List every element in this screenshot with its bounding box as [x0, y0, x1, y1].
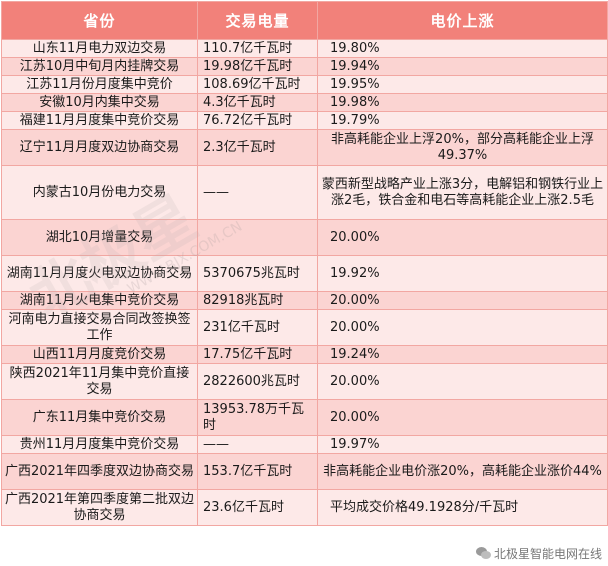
header-volume: 交易电量 [197, 1, 318, 40]
price-rise-cell: 20.00% [317, 291, 608, 310]
price-rise-cell: 19.80% [317, 39, 608, 58]
table-row: 湖南11月火电集中竞价交易 82918兆瓦时 20.00% [1, 291, 608, 310]
price-rise-cell: 蒙西新型战略产业上涨3分，电解铝和钢铁行业上涨2毛，铁合金和电石等高耗能企业上涨… [317, 165, 608, 220]
province-cell: 广东11月集中竞价交易 [1, 399, 198, 436]
table-row: 安徽10月内集中交易 4.3亿千瓦时 19.98% [1, 93, 608, 112]
price-rise-cell: 20.00% [317, 399, 608, 436]
table-header-row: 省份 交易电量 电价上涨 [1, 1, 608, 40]
volume-cell: 76.72亿千瓦时 [197, 111, 318, 130]
header-price-rise: 电价上涨 [317, 1, 608, 40]
province-cell: 内蒙古10月份电力交易 [1, 165, 198, 220]
price-rise-cell: 19.97% [317, 435, 608, 454]
volume-cell: 23.6亿千瓦时 [197, 489, 318, 526]
province-cell: 辽宁11月月度双边协商交易 [1, 129, 198, 166]
volume-cell: —— [197, 165, 318, 220]
volume-cell: 4.3亿千瓦时 [197, 93, 318, 112]
table-row: 江苏11月份月度集中竞价 108.69亿千瓦时 19.95% [1, 75, 608, 94]
province-cell: 江苏10月中旬月内挂牌交易 [1, 57, 198, 76]
province-cell: 湖北10月增量交易 [1, 219, 198, 256]
province-cell: 山东11月电力双边交易 [1, 39, 198, 58]
volume-cell: 2822600兆瓦时 [197, 363, 318, 400]
price-rise-cell: 20.00% [317, 219, 608, 256]
province-cell: 广西2021年第四季度第二批双边协商交易 [1, 489, 198, 526]
table-row: 广西2021年第四季度第二批双边协商交易 23.6亿千瓦时 平均成交价格49.192… [1, 489, 608, 526]
volume-cell: 108.69亿千瓦时 [197, 75, 318, 94]
price-rise-cell: 19.98% [317, 93, 608, 112]
table-row: 山东11月电力双边交易 110.7亿千瓦时 19.80% [1, 39, 608, 58]
price-rise-cell: 20.00% [317, 363, 608, 400]
table-row: 山西11月月度竞价交易 17.75亿千瓦时 19.24% [1, 345, 608, 364]
price-rise-cell: 非高耗能企业上浮20%，部分高耗能企业上浮49.37% [317, 129, 608, 166]
volume-cell: 231亿千瓦时 [197, 309, 318, 346]
price-rise-cell: 19.95% [317, 75, 608, 94]
source-label: 北极星智能电网在线 [493, 547, 602, 561]
price-rise-cell: 19.94% [317, 57, 608, 76]
price-rise-cell: 平均成交价格49.1928分/千瓦时 [317, 489, 608, 526]
volume-cell: 13953.78万千瓦时 [197, 399, 318, 436]
price-rise-cell: 非高耗能企业电价涨20%，高耗能企业涨价44% [317, 453, 608, 490]
table-row: 福建11月月度集中竞价交易 76.72亿千瓦时 19.79% [1, 111, 608, 130]
table-row: 湖南11月月度火电双边协商交易 5370675兆瓦时 19.92% [1, 255, 608, 292]
volume-cell: 2.3亿千瓦时 [197, 129, 318, 166]
province-cell: 湖南11月月度火电双边协商交易 [1, 255, 198, 292]
volume-cell: 153.7亿千瓦时 [197, 453, 318, 490]
table-row: 广东11月集中竞价交易 13953.78万千瓦时 20.00% [1, 399, 608, 436]
province-cell: 广西2021年四季度双边协商交易 [1, 453, 198, 490]
volume-cell: 110.7亿千瓦时 [197, 39, 318, 58]
table-row: 湖北10月增量交易 20.00% [1, 219, 608, 256]
province-cell: 河南电力直接交易合同改签换签工作 [1, 309, 198, 346]
price-rise-cell: 19.79% [317, 111, 608, 130]
wechat-icon [475, 547, 491, 560]
province-cell: 陕西2021年11月集中竞价直接交易 [1, 363, 198, 400]
volume-cell [197, 219, 318, 256]
province-cell: 山西11月月度竞价交易 [1, 345, 198, 364]
table-row: 贵州11月月度集中竞价交易 —— 19.97% [1, 435, 608, 454]
volume-cell: 82918兆瓦时 [197, 291, 318, 310]
province-cell: 安徽10月内集中交易 [1, 93, 198, 112]
table-row: 江苏10月中旬月内挂牌交易 19.98亿千瓦时 19.94% [1, 57, 608, 76]
province-cell: 福建11月月度集中竞价交易 [1, 111, 198, 130]
table-row: 广西2021年四季度双边协商交易 153.7亿千瓦时 非高耗能企业电价涨20%，高耗… [1, 453, 608, 490]
price-table: 省份 交易电量 电价上涨 山东11月电力双边交易 110.7亿千瓦时 19.80% 江… [1, 1, 608, 526]
price-rise-cell: 19.24% [317, 345, 608, 364]
volume-cell: —— [197, 435, 318, 454]
source-footer: 北极星智能电网在线 [475, 545, 602, 562]
province-cell: 贵州11月月度集中竞价交易 [1, 435, 198, 454]
table-row: 河南电力直接交易合同改签换签工作 231亿千瓦时 20.00% [1, 309, 608, 346]
table-row: 陕西2021年11月集中竞价直接交易 2822600兆瓦时 20.00% [1, 363, 608, 400]
price-rise-cell: 20.00% [317, 309, 608, 346]
table-body: 山东11月电力双边交易 110.7亿千瓦时 19.80% 江苏10月中旬月内挂牌交易 1… [1, 39, 608, 526]
price-rise-cell: 19.92% [317, 255, 608, 292]
volume-cell: 5370675兆瓦时 [197, 255, 318, 292]
volume-cell: 17.75亿千瓦时 [197, 345, 318, 364]
table-row: 内蒙古10月份电力交易 —— 蒙西新型战略产业上涨3分，电解铝和钢铁行业上涨2毛，铁… [1, 165, 608, 220]
table-row: 辽宁11月月度双边协商交易 2.3亿千瓦时 非高耗能企业上浮20%，部分高耗能企业上… [1, 129, 608, 166]
header-province: 省份 [1, 1, 198, 40]
province-cell: 湖南11月火电集中竞价交易 [1, 291, 198, 310]
province-cell: 江苏11月份月度集中竞价 [1, 75, 198, 94]
volume-cell: 19.98亿千瓦时 [197, 57, 318, 76]
